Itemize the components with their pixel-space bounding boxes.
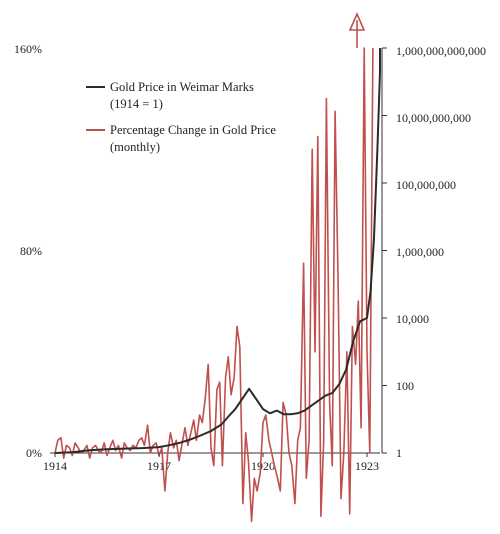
- x-tick-label-1923: 1923: [355, 459, 379, 473]
- series-line-percentage-change: [54, 47, 374, 523]
- right-tick-label-10000000000: 10,000,000,000: [396, 111, 471, 125]
- left-tick-label-0: 0%: [26, 446, 42, 460]
- left-tick-label-160: 160%: [14, 42, 42, 56]
- series-line-gold-price: [54, 48, 381, 454]
- left-tick-label-80: 80%: [20, 244, 42, 258]
- legend-label-percentage-change-line2: (monthly): [110, 140, 160, 154]
- legend-label-gold-price: Gold Price in Weimar Marks: [110, 80, 254, 94]
- right-tick-label-1000000: 1,000,000: [396, 245, 444, 259]
- right-tick-label-1: 1: [396, 446, 402, 460]
- right-tick-label-1000000000000: 1,000,000,000,000: [396, 44, 486, 58]
- right-tick-label-100000000: 100,000,000: [396, 178, 456, 192]
- legend: Gold Price in Weimar Marks (1914 = 1) Pe…: [86, 80, 276, 154]
- x-tick-label-1917: 1917: [147, 459, 171, 473]
- legend-label-percentage-change: Percentage Change in Gold Price: [110, 123, 276, 137]
- off-scale-arrow: [348, 12, 366, 48]
- x-tick-label-1914: 1914: [43, 459, 67, 473]
- x-tick-label-1920: 1920: [251, 459, 275, 473]
- off-scale-arrow-head: [348, 12, 366, 31]
- right-tick-label-100: 100: [396, 379, 414, 393]
- right-tick-label-10000: 10,000: [396, 312, 429, 326]
- legend-label-gold-price-line2: (1914 = 1): [110, 97, 163, 111]
